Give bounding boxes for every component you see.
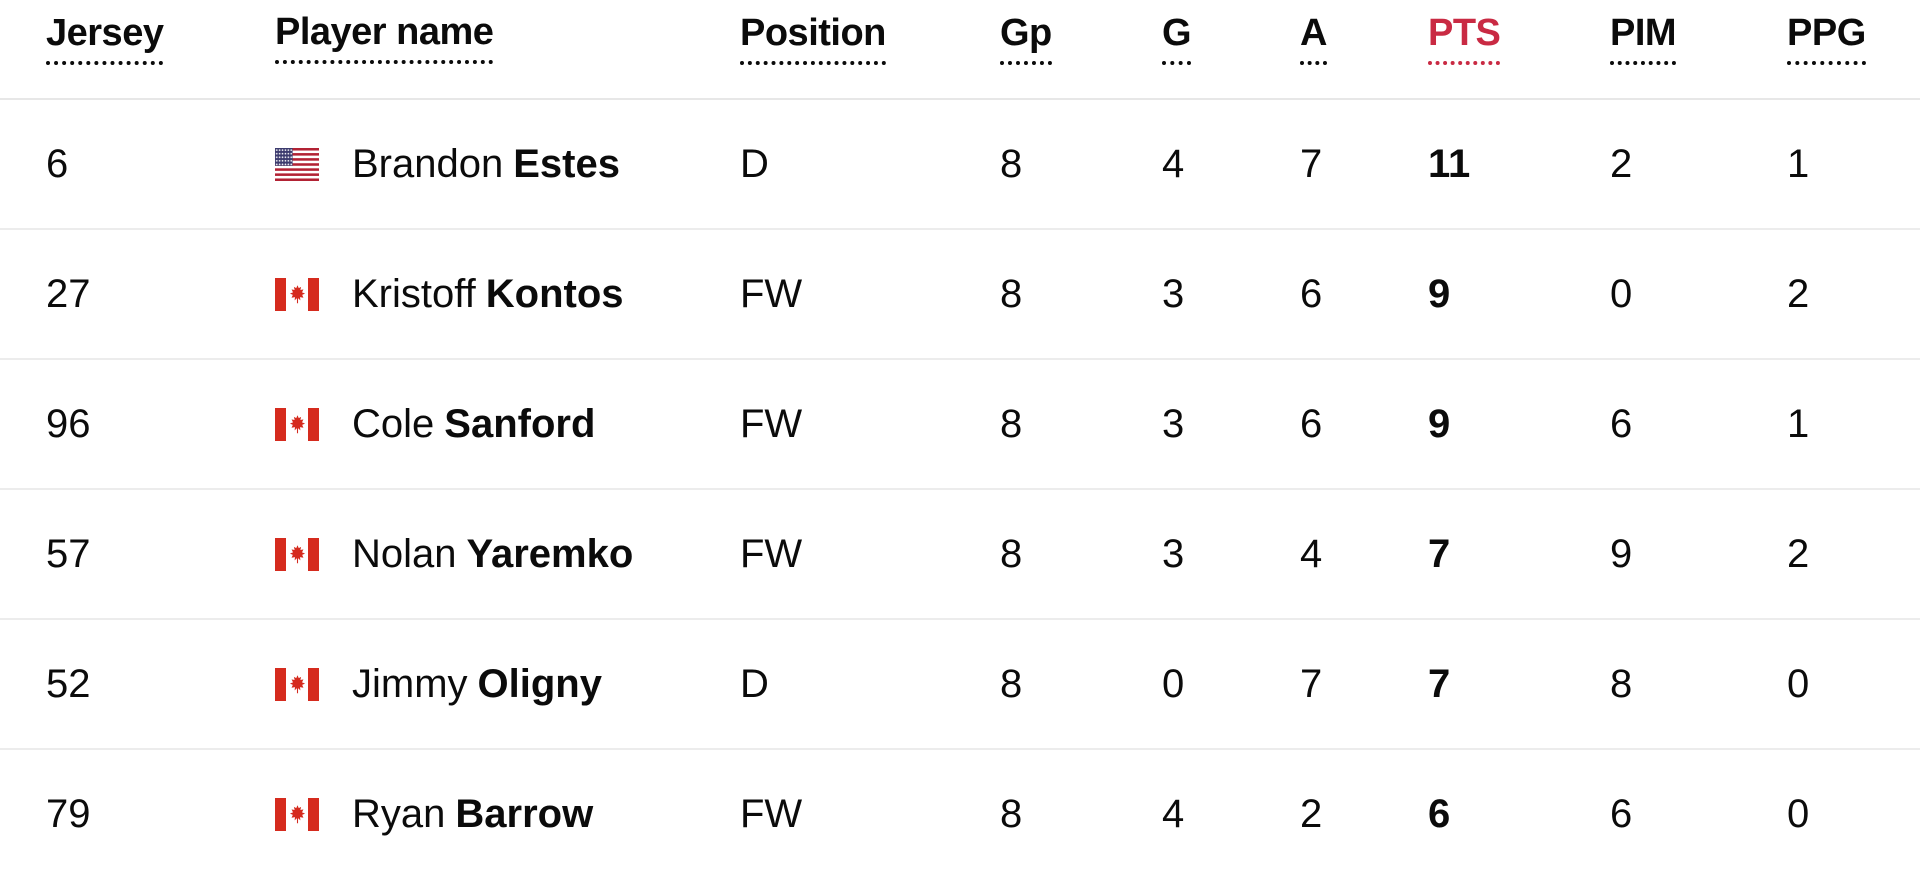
player-last-name: Yaremko (466, 532, 634, 576)
canada-flag-icon (275, 277, 319, 311)
table-header: Jersey Player name Position Gp G A PTS P… (0, 0, 1920, 100)
ppg-value: 2 (1787, 272, 1810, 316)
g-value: 0 (1162, 662, 1185, 706)
pim-value: 6 (1610, 792, 1633, 836)
pim-value: 6 (1610, 402, 1633, 446)
pim-value: 0 (1610, 272, 1633, 316)
us-flag-icon (275, 147, 319, 181)
column-header-player[interactable]: Player name (275, 11, 740, 64)
pim-value: 8 (1610, 662, 1633, 706)
position-value: FW (740, 792, 803, 836)
gp-value: 8 (1000, 662, 1023, 706)
position-value: D (740, 662, 769, 706)
column-header-position[interactable]: Position (740, 12, 1000, 65)
player-first-name: Nolan (352, 532, 457, 576)
jersey-number: 79 (46, 792, 91, 836)
position-value: D (740, 142, 769, 186)
table-row: 79 (0, 750, 1920, 878)
pts-value: 7 (1428, 532, 1451, 576)
column-header-label: PIM (1610, 12, 1677, 65)
gp-value: 8 (1000, 142, 1023, 186)
column-header-a[interactable]: A (1300, 12, 1428, 65)
player-last-name: Sanford (444, 402, 596, 446)
position-value: FW (740, 272, 803, 316)
canada-flag-icon (275, 537, 319, 571)
pim-value: 9 (1610, 532, 1633, 576)
column-header-label: Position (740, 12, 886, 65)
canada-flag-icon (275, 667, 319, 701)
canada-flag-icon (275, 797, 319, 831)
gp-value: 8 (1000, 792, 1023, 836)
table-row: 6 (0, 100, 1920, 230)
player-last-name: Barrow (455, 792, 594, 836)
column-header-label: PTS (1428, 12, 1501, 65)
g-value: 4 (1162, 792, 1185, 836)
a-value: 7 (1300, 142, 1323, 186)
player-cell[interactable]: Kristoff Kontos (275, 274, 740, 314)
position-value: FW (740, 402, 803, 446)
a-value: 7 (1300, 662, 1323, 706)
ppg-value: 2 (1787, 532, 1810, 576)
jersey-number: 57 (46, 532, 91, 576)
g-value: 4 (1162, 142, 1185, 186)
table-body: 6 (0, 100, 1920, 878)
pts-value: 7 (1428, 662, 1451, 706)
column-header-label: A (1300, 12, 1327, 65)
player-last-name: Kontos (485, 272, 624, 316)
table-row: 27 (0, 230, 1920, 360)
gp-value: 8 (1000, 402, 1023, 446)
a-value: 6 (1300, 402, 1323, 446)
g-value: 3 (1162, 402, 1185, 446)
column-header-label: PPG (1787, 12, 1866, 65)
gp-value: 8 (1000, 272, 1023, 316)
column-header-gp[interactable]: Gp (1000, 12, 1162, 65)
ppg-value: 1 (1787, 142, 1810, 186)
table-row: 96 (0, 360, 1920, 490)
player-cell[interactable]: Nolan Yaremko (275, 534, 740, 574)
ppg-value: 0 (1787, 792, 1810, 836)
jersey-number: 52 (46, 662, 91, 706)
ppg-value: 1 (1787, 402, 1810, 446)
g-value: 3 (1162, 272, 1185, 316)
column-header-label: Gp (1000, 12, 1052, 65)
ppg-value: 0 (1787, 662, 1810, 706)
player-cell[interactable]: Brandon Estes (275, 144, 740, 184)
player-cell[interactable]: Jimmy Oligny (275, 664, 740, 704)
player-cell[interactable]: Ryan Barrow (275, 794, 740, 834)
player-last-name: Oligny (477, 662, 602, 706)
table-row: 52 (0, 620, 1920, 750)
player-first-name: Kristoff (352, 272, 476, 316)
pts-value: 11 (1428, 142, 1471, 186)
column-header-g[interactable]: G (1162, 12, 1300, 65)
column-header-ppg[interactable]: PPG (1787, 12, 1920, 65)
player-first-name: Brandon (352, 142, 504, 186)
jersey-number: 6 (46, 142, 69, 186)
column-header-label: Player name (275, 11, 494, 64)
position-value: FW (740, 532, 803, 576)
column-header-pim[interactable]: PIM (1610, 12, 1787, 65)
player-last-name: Estes (513, 142, 620, 186)
pts-value: 9 (1428, 402, 1451, 446)
pim-value: 2 (1610, 142, 1633, 186)
player-cell[interactable]: Cole Sanford (275, 404, 740, 444)
column-header-jersey[interactable]: Jersey (40, 12, 275, 65)
a-value: 2 (1300, 792, 1323, 836)
jersey-number: 96 (46, 402, 91, 446)
gp-value: 8 (1000, 532, 1023, 576)
player-first-name: Cole (352, 402, 435, 446)
pts-value: 6 (1428, 792, 1451, 836)
jersey-number: 27 (46, 272, 91, 316)
column-header-label: G (1162, 12, 1192, 65)
pts-value: 9 (1428, 272, 1451, 316)
player-first-name: Ryan (352, 792, 446, 836)
table-row: 57 (0, 490, 1920, 620)
canada-flag-icon (275, 407, 319, 441)
player-first-name: Jimmy (352, 662, 468, 706)
column-header-label: Jersey (46, 12, 164, 65)
column-header-pts[interactable]: PTS (1428, 12, 1610, 65)
a-value: 6 (1300, 272, 1323, 316)
a-value: 4 (1300, 532, 1323, 576)
g-value: 3 (1162, 532, 1185, 576)
